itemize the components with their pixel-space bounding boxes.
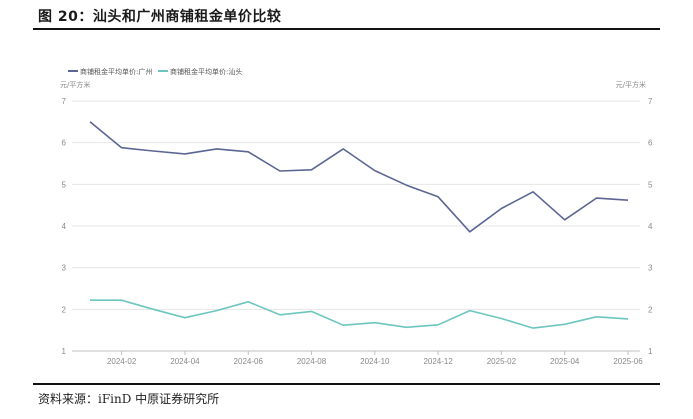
x-tick-label: 2024-04	[170, 357, 200, 366]
x-tick-label: 2024-08	[297, 357, 327, 366]
y-tick-right: 3	[648, 264, 653, 273]
legend: 商铺租金平均单价:广州 商铺租金平均单价:汕头	[68, 67, 242, 76]
y-tick-right: 1	[648, 347, 653, 356]
source-note: 资料来源：iFinD 中原证券研究所	[38, 392, 220, 406]
y-axis-right-unit: 元/平方米	[616, 80, 646, 89]
y-tick-right: 6	[648, 139, 653, 148]
x-tick-label: 2024-06	[234, 357, 264, 366]
y-tick-left: 6	[62, 139, 67, 148]
y-tick-right: 4	[648, 222, 653, 231]
title-rule	[33, 28, 660, 30]
y-axis-left-unit: 元/平方米	[60, 80, 90, 89]
y-tick-right: 2	[648, 305, 653, 314]
y-axis-right-ticks: 1 2 3 4 5 6 7	[648, 97, 653, 356]
legend-label: 商铺租金平均单价:广州	[80, 67, 152, 76]
x-tick-label: 2024-12	[423, 357, 453, 366]
x-tick-label: 2024-02	[107, 357, 137, 366]
series-line-shantou	[90, 299, 629, 329]
x-tick-label: 2024-10	[360, 357, 390, 366]
legend-label: 商铺租金平均单价:汕头	[170, 67, 242, 76]
y-tick-left: 4	[62, 222, 67, 231]
figure-title: 图 20：汕头和广州商铺租金单价比较	[38, 9, 282, 25]
y-tick-left: 1	[62, 347, 67, 356]
gridlines	[72, 100, 640, 352]
y-tick-left: 3	[62, 264, 67, 273]
y-tick-left: 7	[62, 97, 67, 106]
x-axis: 2024-02 2024-04 2024-06 2024-08 2024-10 2024-…	[107, 351, 643, 366]
x-tick-label: 2025-06	[613, 357, 643, 366]
y-tick-right: 7	[648, 97, 653, 106]
source-rule	[33, 383, 660, 385]
y-tick-left: 5	[62, 180, 67, 189]
series-lines	[89, 121, 629, 329]
y-tick-left: 2	[62, 305, 67, 314]
series-line-guangzhou	[89, 121, 629, 233]
x-tick-label: 2025-02	[487, 357, 517, 366]
x-tick-label: 2025-04	[550, 357, 580, 366]
y-axis-left-ticks: 1 2 3 4 5 6 7	[62, 97, 67, 356]
y-tick-right: 5	[648, 180, 653, 189]
